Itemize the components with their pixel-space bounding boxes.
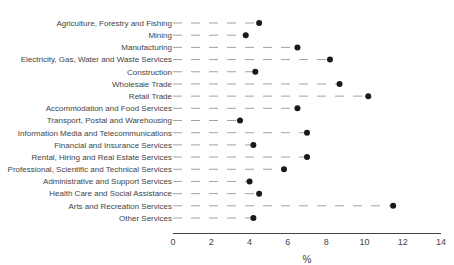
svg-text:Administrative and Support Ser: Administrative and Support Services <box>43 177 172 186</box>
svg-text:Health Care and Social Assista: Health Care and Social Assistance <box>49 189 172 198</box>
svg-text:Transport, Postal and Warehous: Transport, Postal and Warehousing <box>47 116 172 125</box>
svg-text:14: 14 <box>436 237 446 247</box>
svg-text:Electricity, Gas, Water and Wa: Electricity, Gas, Water and Waste Servic… <box>21 55 172 64</box>
svg-text:2: 2 <box>209 237 214 247</box>
svg-text:6: 6 <box>285 237 290 247</box>
svg-text:Retail Trade: Retail Trade <box>129 92 173 101</box>
svg-text:%: % <box>303 254 312 265</box>
svg-text:Information Media and Telecomm: Information Media and Telecommunications <box>18 128 172 137</box>
svg-text:Arts and Recreation Services: Arts and Recreation Services <box>68 202 172 211</box>
svg-text:Rental, Hiring and Real Estate: Rental, Hiring and Real Estate Services <box>31 153 172 162</box>
svg-text:Financial and Insurance Servic: Financial and Insurance Services <box>54 141 172 150</box>
svg-text:4: 4 <box>247 237 252 247</box>
svg-text:12: 12 <box>398 237 408 247</box>
svg-text:Wholesale Trade: Wholesale Trade <box>112 80 173 89</box>
svg-text:Other Services: Other Services <box>119 214 172 223</box>
svg-text:Construction: Construction <box>127 68 172 77</box>
svg-text:10: 10 <box>359 237 369 247</box>
svg-text:Agriculture, Forestry and Fish: Agriculture, Forestry and Fishing <box>56 19 172 28</box>
svg-text:Manufacturing: Manufacturing <box>121 43 172 52</box>
svg-text:Mining: Mining <box>148 31 172 40</box>
svg-text:8: 8 <box>324 237 329 247</box>
svg-text:Professional, Scientific and T: Professional, Scientific and Technical S… <box>8 165 172 174</box>
svg-text:Accommodation and Food Service: Accommodation and Food Services <box>46 104 172 113</box>
svg-text:0: 0 <box>170 237 175 247</box>
